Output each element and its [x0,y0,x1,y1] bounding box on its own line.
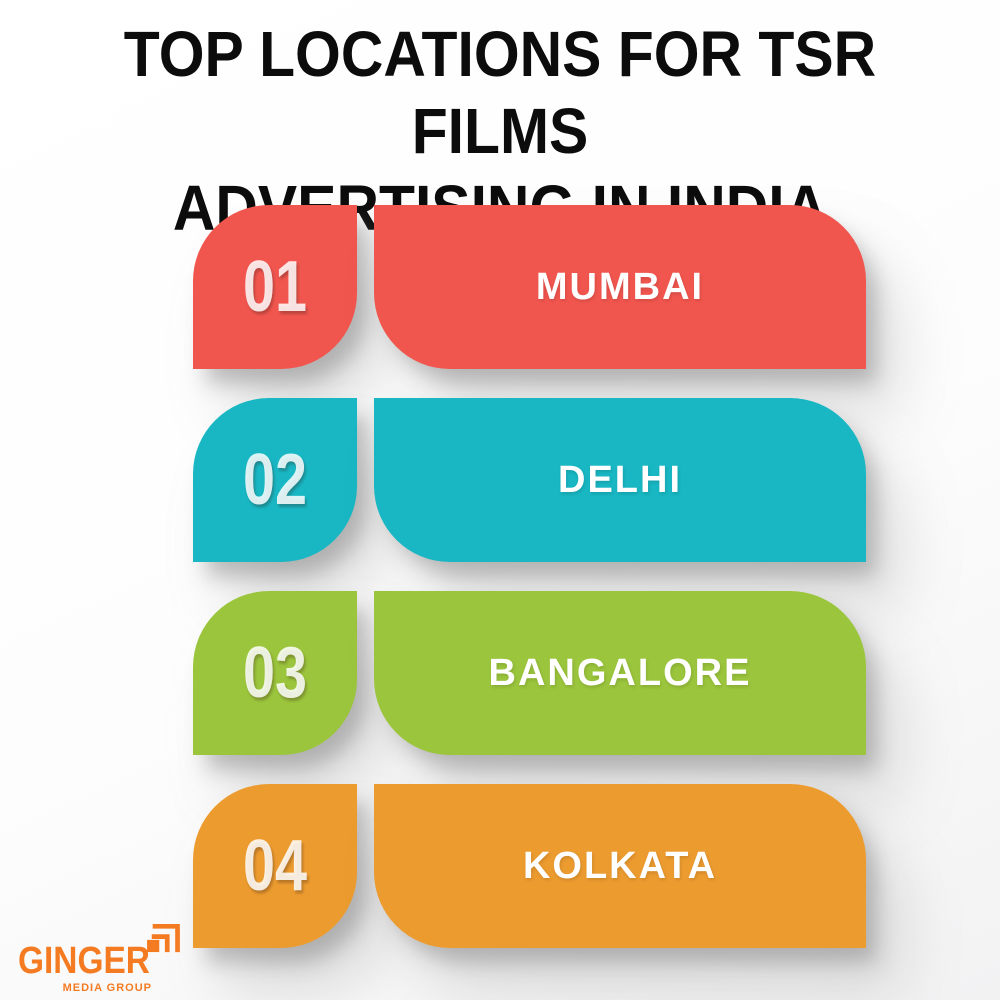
rank-number-tab: 01 [193,205,357,369]
logo-name: GINGER [18,940,150,982]
city-bar: DELHI [374,398,866,562]
rank-number-label: 04 [242,826,308,906]
city-bar: KOLKATA [374,784,866,948]
rank-number-label: 01 [242,247,308,327]
ginger-media-group-logo: GINGER MEDIA GROUP [18,923,180,994]
city-bar: MUMBAI [374,205,866,369]
city-label: BANGALORE [488,652,752,694]
page-title-line1: TOP LOCATIONS FOR TSR FILMS [123,18,877,167]
location-row-4: 04 KOLKATA [193,784,868,948]
rank-number-label: 03 [242,633,308,713]
rank-number-tab: 03 [193,591,357,755]
rank-number-tab: 04 [193,784,357,948]
location-row-2: 02 DELHI [193,398,868,562]
city-label: KOLKATA [522,845,718,887]
location-row-1: 01 MUMBAI [193,205,868,369]
rank-number-label: 02 [242,440,308,520]
city-bar: BANGALORE [374,591,866,755]
nested-frames-icon [147,923,180,953]
city-label: DELHI [558,459,682,501]
city-label: MUMBAI [535,266,705,308]
logo-tagline: MEDIA GROUP [62,982,152,994]
location-row-3: 03 BANGALORE [193,591,868,755]
rank-number-tab: 02 [193,398,357,562]
